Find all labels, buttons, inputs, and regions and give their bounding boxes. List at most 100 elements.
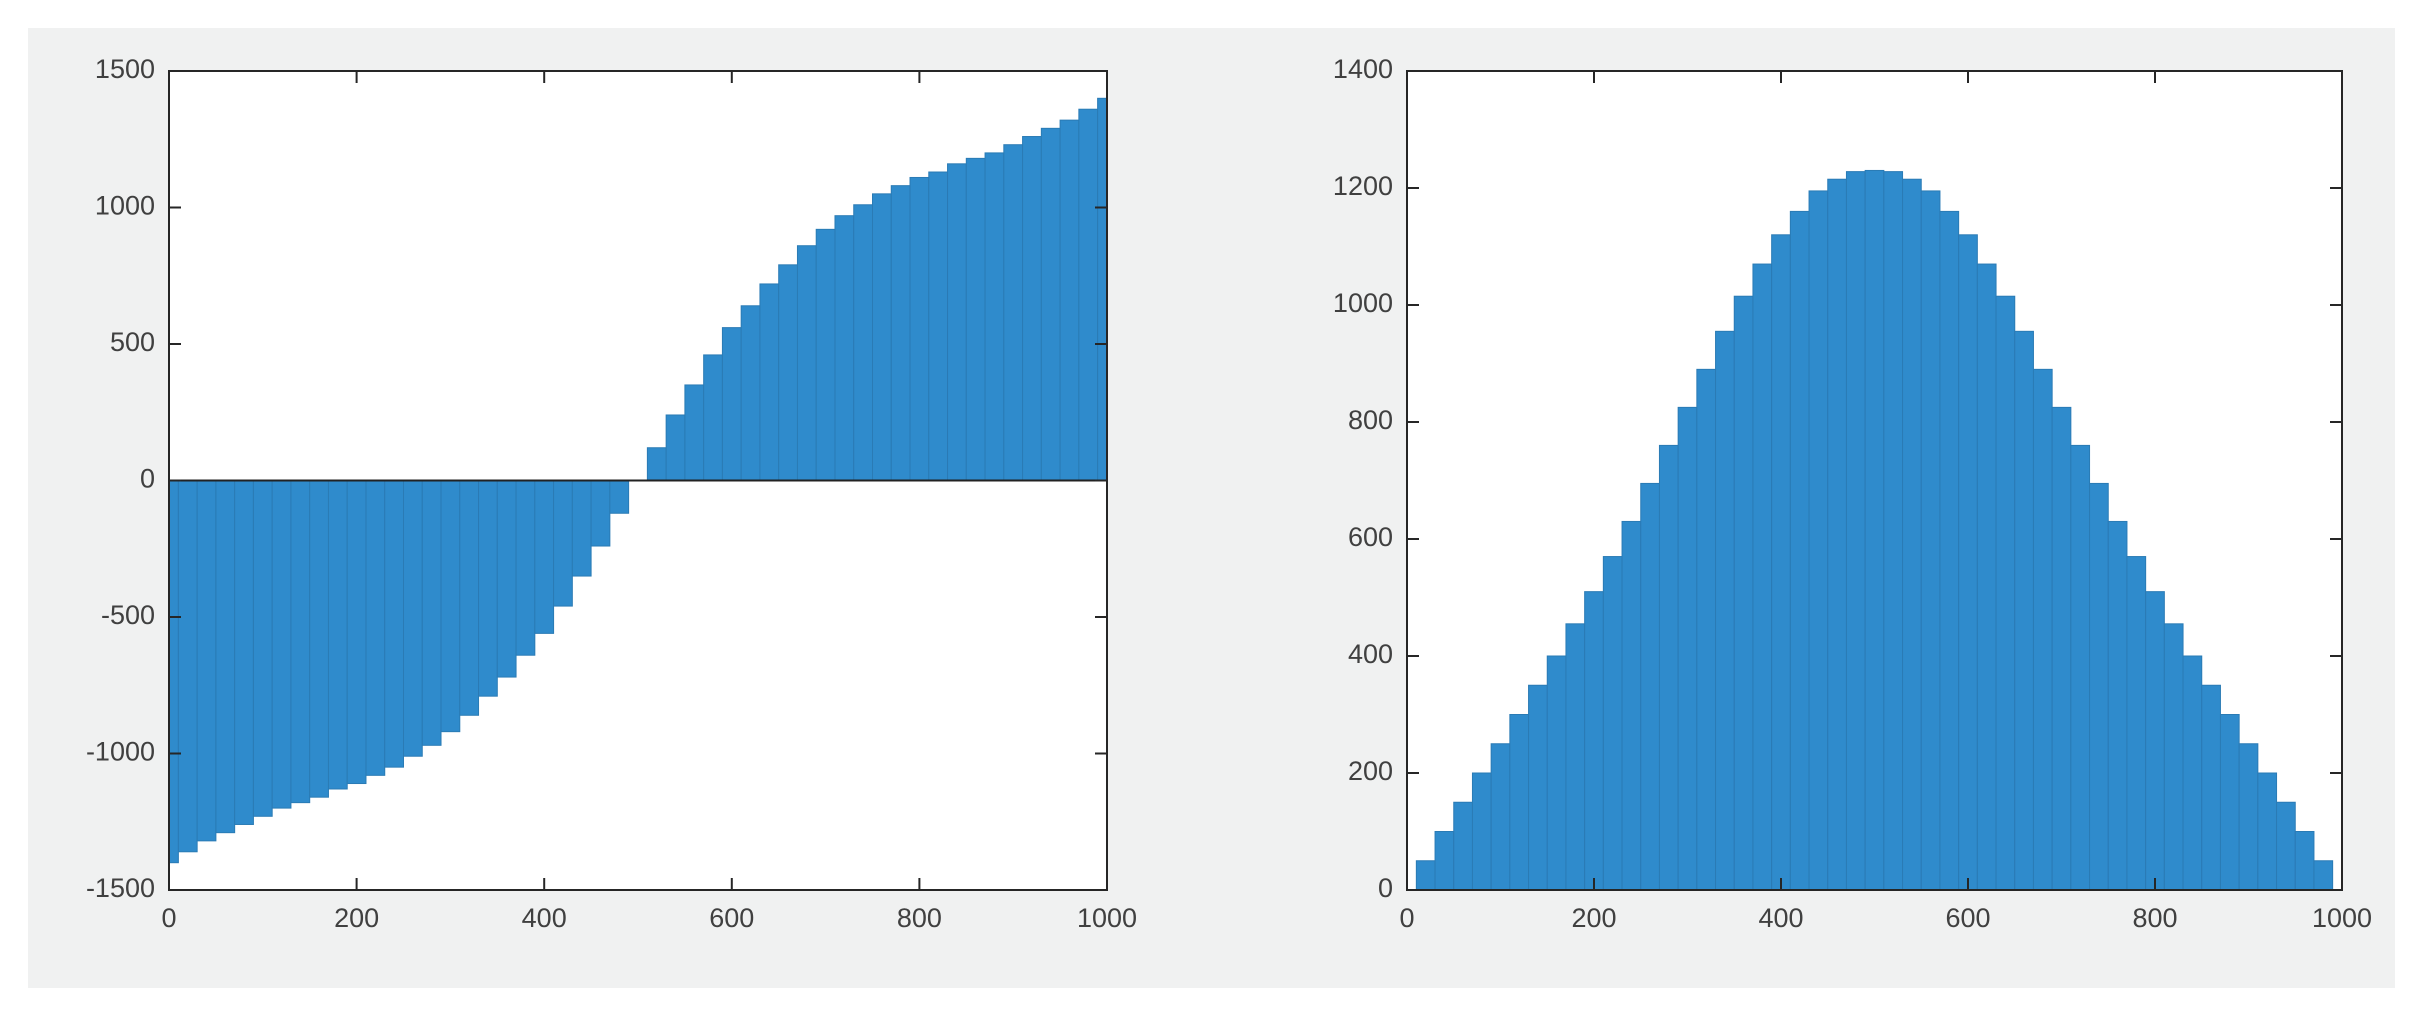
bar (2238, 743, 2259, 890)
y-tick-label: 1500 (95, 54, 155, 84)
bar (1471, 772, 1492, 890)
bar (1434, 831, 1455, 890)
bar (1827, 178, 1847, 890)
bar (796, 245, 817, 481)
bar (834, 215, 855, 481)
bar (1640, 482, 1660, 890)
bars (169, 97, 1107, 864)
bar (440, 480, 461, 733)
y-tick-label: 0 (140, 464, 155, 494)
y-tick-label: 1400 (1333, 54, 1393, 84)
bar (703, 354, 723, 482)
bar (740, 305, 761, 481)
x-tick-label: 1000 (2312, 903, 2372, 933)
bar (2257, 772, 2278, 890)
bar (2014, 330, 2034, 890)
bar (1546, 655, 1567, 890)
bar (196, 480, 217, 842)
bar (1864, 169, 1885, 890)
bar (909, 176, 930, 481)
bar (1584, 591, 1604, 890)
bar (2051, 406, 2072, 890)
bar (1509, 714, 1530, 890)
bar (1939, 210, 1960, 890)
bar (759, 283, 780, 481)
x-tick-label: 400 (1758, 903, 1803, 933)
y-tick-label: 400 (1348, 639, 1393, 669)
bar (1658, 444, 1679, 890)
bar (215, 480, 236, 834)
bar (2163, 623, 2184, 890)
bars (1415, 169, 2334, 890)
bar (2070, 444, 2091, 890)
bar (177, 480, 198, 853)
bar (365, 480, 386, 776)
bar (1808, 190, 1829, 890)
x-tick-label: 0 (1399, 903, 1414, 933)
y-tick-label: 200 (1348, 756, 1393, 786)
bar (646, 447, 667, 481)
x-tick-label: 200 (334, 903, 379, 933)
x-tick-label: 600 (709, 903, 754, 933)
bar (984, 152, 1005, 481)
bar (853, 204, 873, 482)
bar (1565, 623, 1586, 890)
bar (965, 157, 986, 482)
bar (1621, 520, 1642, 890)
bar (271, 480, 292, 809)
bar (234, 480, 254, 825)
bar (2107, 520, 2128, 890)
chart: 0 200 400 600 800 1000 -1500 -1000 -500 0 500 1000 1… (86, 54, 1137, 933)
bar (1078, 108, 1099, 481)
chart: 0 200 400 600 800 1000 0 200 400 600 800 1000 1200 14… (1333, 54, 2372, 933)
y-tick-label: -1500 (86, 873, 155, 903)
bar (2313, 860, 2334, 890)
bar (1059, 119, 1080, 481)
bar (1958, 234, 1978, 890)
y-tick-label: 800 (1348, 405, 1393, 435)
x-tick-label: 400 (522, 903, 567, 933)
y-tick-label: 600 (1348, 522, 1393, 552)
bar (815, 228, 836, 481)
bar (1902, 178, 1922, 890)
x-tick-label: 0 (161, 903, 176, 933)
bar (2182, 655, 2203, 890)
x-tick-label: 600 (1945, 903, 1990, 933)
bar (1845, 171, 1866, 890)
bar (553, 480, 573, 607)
bar (1415, 860, 1436, 890)
bar (2201, 684, 2221, 890)
bar (1995, 295, 2016, 890)
bar (928, 171, 949, 481)
y-tick-label: 1200 (1333, 171, 1393, 201)
x-tick-label: 200 (1571, 903, 1616, 933)
bar (1771, 234, 1791, 890)
y-tick-label: 0 (1378, 873, 1393, 903)
bar (1715, 330, 1735, 890)
bar (890, 185, 911, 481)
bar (1022, 136, 1042, 482)
bar (290, 480, 311, 804)
bar (1677, 406, 1698, 890)
bar (496, 480, 517, 678)
bar (947, 163, 967, 481)
y-tick-label: -500 (101, 600, 155, 630)
bar (2276, 801, 2296, 890)
bar (459, 480, 480, 716)
bar (2145, 591, 2165, 890)
bar (1528, 684, 1548, 890)
bar (721, 327, 742, 481)
bar (1602, 556, 1623, 890)
bar (1490, 743, 1511, 890)
bar (778, 264, 798, 481)
bar (2089, 482, 2109, 890)
bar (872, 193, 892, 481)
bar (1003, 144, 1024, 482)
bar (1696, 368, 1717, 890)
bar (327, 480, 348, 790)
bar (384, 480, 404, 768)
bar (684, 384, 705, 482)
bar (1752, 263, 1773, 890)
bar (515, 480, 536, 656)
y-tick-label: 500 (110, 327, 155, 357)
